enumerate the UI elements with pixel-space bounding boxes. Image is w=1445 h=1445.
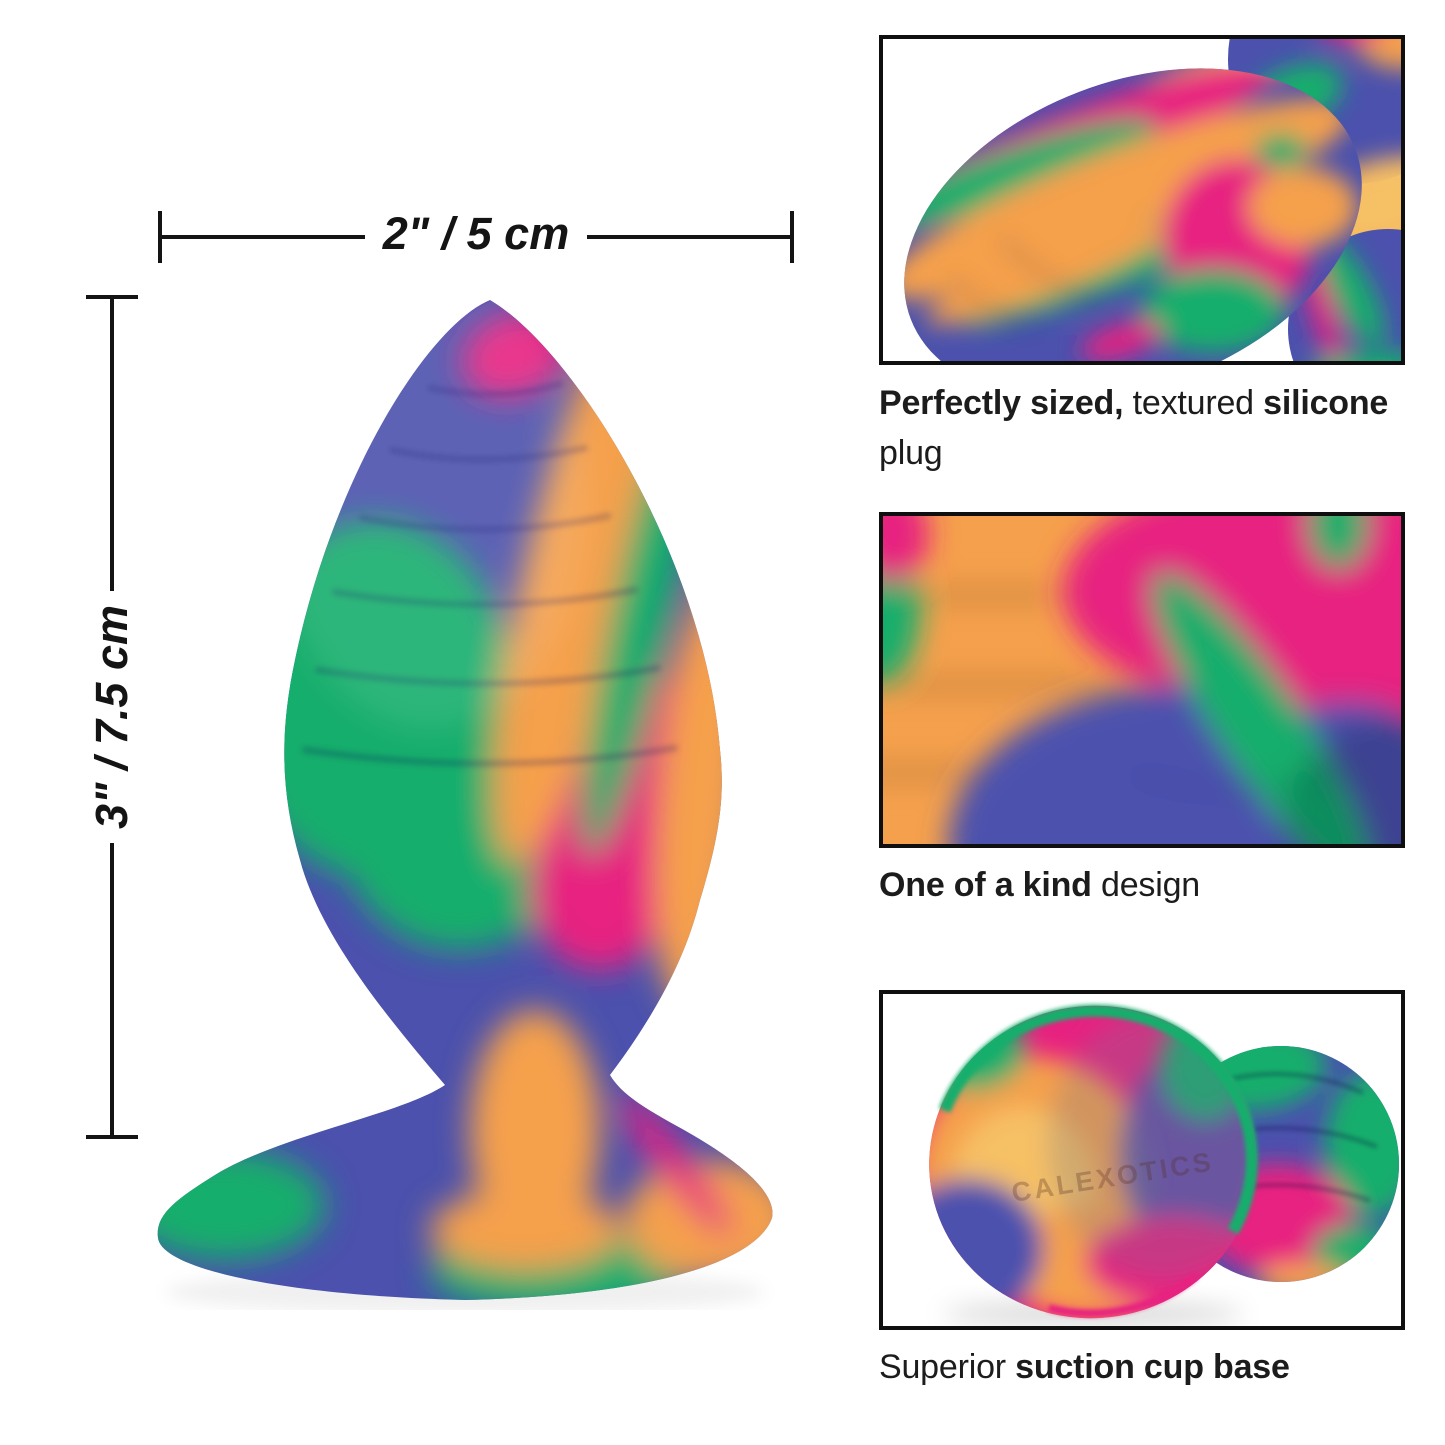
width-dimension: 2" / 5 cm bbox=[158, 208, 795, 265]
width-dim-line-right bbox=[587, 235, 791, 239]
feature-image-textured-plug bbox=[883, 39, 1401, 361]
height-dimension: 3" / 7.5 cm bbox=[86, 295, 138, 1139]
disc-green-rim bbox=[928, 1004, 1258, 1320]
height-dim-line-bottom bbox=[110, 843, 114, 1135]
main-plug-body bbox=[157, 300, 773, 1300]
feature-image-frame-textured-plug bbox=[879, 35, 1405, 365]
feature-caption-suction-base: Superior suction cup base bbox=[879, 1348, 1290, 1386]
suction-cup-disc: CALEXOTICS bbox=[906, 994, 1280, 1326]
feature-image-frame-suction-base: CALEXOTICS bbox=[879, 990, 1405, 1330]
width-dim-right-tick bbox=[790, 211, 795, 263]
disc-pink-rim bbox=[930, 1007, 1256, 1317]
main-product-view bbox=[157, 300, 773, 1310]
width-dim-label: 2" / 5 cm bbox=[382, 208, 570, 259]
feature-image-design bbox=[883, 516, 1401, 844]
feature-caption-textured-plug: Perfectly sized, textured silicone plug bbox=[879, 384, 1389, 472]
feature-image-frame-design bbox=[879, 512, 1405, 848]
feature-caption-design: One of a kind design bbox=[879, 866, 1201, 904]
macro-swirl bbox=[883, 516, 1401, 844]
width-dim-line-left bbox=[162, 235, 365, 239]
height-dim-line-top bbox=[110, 299, 114, 591]
width-dim-left-tick bbox=[158, 211, 162, 263]
height-dim-top-tick bbox=[86, 295, 138, 299]
feature-image-suction-base: CALEXOTICS bbox=[906, 994, 1399, 1326]
height-dim-bottom-tick bbox=[86, 1135, 138, 1139]
